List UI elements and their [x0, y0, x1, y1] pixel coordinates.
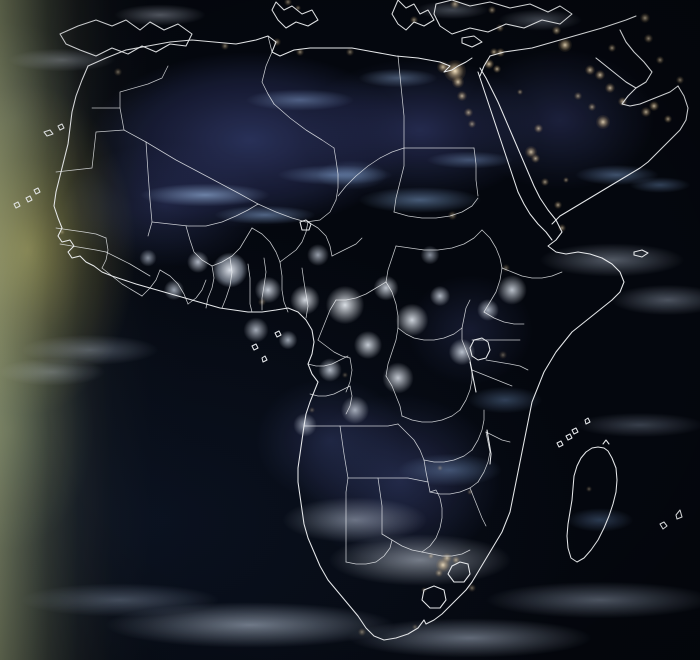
- satellite-image-viewport: [0, 0, 700, 660]
- country-border-overlay: [13, 0, 689, 641]
